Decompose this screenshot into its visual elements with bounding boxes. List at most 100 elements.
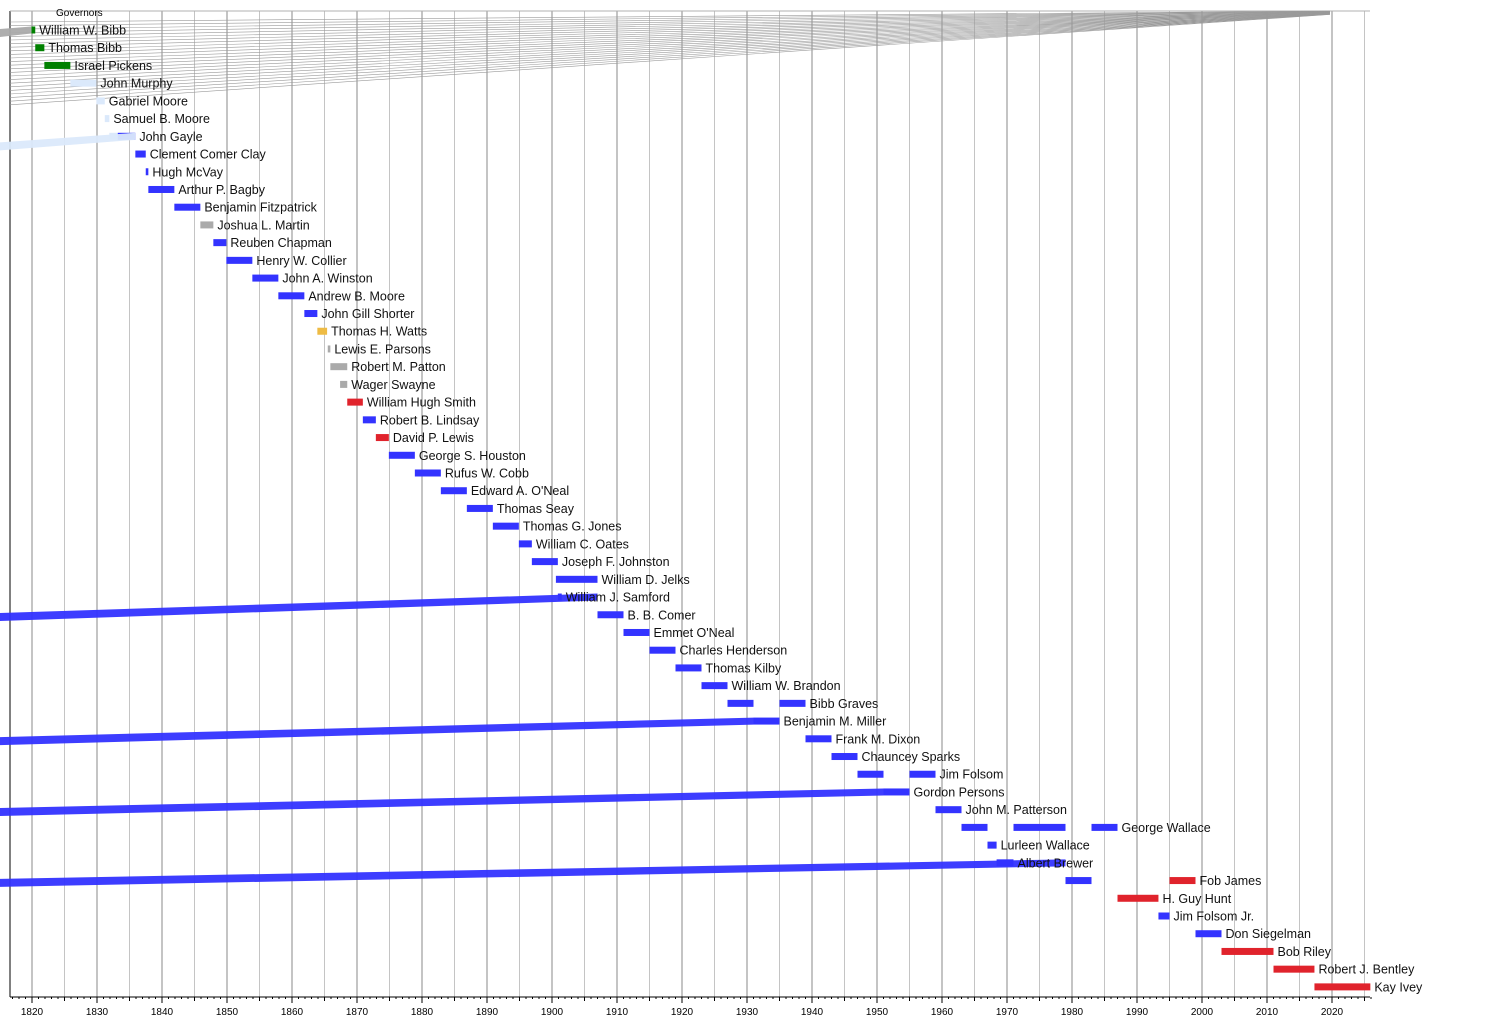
term-bar: [213, 239, 227, 247]
governor-label: Clement Comer Clay: [150, 148, 267, 162]
term-bar: [857, 770, 884, 778]
x-tick-label: 1890: [476, 1007, 499, 1018]
term-bar: [414, 469, 441, 477]
governor-label: Lurleen Wallace: [1001, 839, 1090, 853]
x-tick-label: 1840: [151, 1007, 174, 1018]
skew-line: [9, 11, 1331, 30]
governor-label: Lewis E. Parsons: [334, 342, 431, 356]
governor-label: Thomas H. Watts: [331, 325, 427, 339]
governor-label: Bibb Graves: [810, 697, 879, 711]
governor-label: Robert M. Patton: [351, 360, 446, 374]
term-bar: [317, 327, 328, 335]
term-bar: [1013, 823, 1066, 831]
governor-label: Bob Riley: [1278, 945, 1332, 959]
term-bar-streak: [0, 593, 598, 622]
skew-line: [9, 11, 1331, 44]
term-bar: [675, 664, 702, 672]
governor-label: Benjamin Fitzpatrick: [204, 201, 317, 215]
term-bar: [278, 292, 305, 300]
x-tick-label: 1930: [736, 1007, 759, 1018]
grid-layer: [9, 10, 1370, 997]
term-bar: [252, 274, 279, 282]
governor-label: John Murphy: [100, 77, 173, 91]
governor-label: Samuel B. Moore: [113, 112, 210, 126]
term-bar: [909, 770, 936, 778]
governor-label: Chauncey Sparks: [862, 750, 961, 764]
governor-label: Jim Folsom Jr.: [1174, 910, 1255, 924]
skew-line: [9, 10, 1331, 26]
term-bar: [96, 97, 105, 105]
governor-label: Rufus W. Cobb: [445, 467, 529, 481]
term-bar: [327, 345, 331, 353]
governor-label: John Gill Shorter: [321, 307, 414, 321]
x-tick-label: 1900: [541, 1007, 564, 1018]
governor-label: David P. Lewis: [393, 431, 474, 445]
term-bar: [104, 115, 110, 123]
term-bar: [35, 44, 45, 52]
term-bar: [883, 788, 910, 796]
term-bar: [135, 150, 146, 158]
skew-line: [9, 12, 1331, 62]
term-bar-streak: [0, 132, 136, 151]
term-bar: [200, 221, 214, 229]
term-bar: [304, 310, 318, 318]
governor-label: William Hugh Smith: [367, 396, 476, 410]
skew-line: [9, 13, 1331, 95]
governor-label: Frank M. Dixon: [836, 732, 921, 746]
skew-line: [9, 14, 1331, 106]
governor-label: Thomas G. Jones: [523, 520, 622, 534]
term-bar-streak: [0, 788, 884, 816]
chart-title: Governors: [56, 8, 103, 19]
governor-label: Charles Henderson: [680, 644, 788, 658]
governor-label: John M. Patterson: [966, 803, 1067, 817]
governor-label: Don Siegelman: [1226, 927, 1312, 941]
term-bar: [226, 256, 253, 264]
term-bar: [440, 487, 467, 495]
term-bar: [1117, 894, 1159, 902]
x-tick-label: 1860: [281, 1007, 304, 1018]
x-axis: 1820 1830 1840 1850 1860 1870 1880 1890 1900 1910…: [10, 996, 1372, 1018]
term-bars: [0, 26, 1371, 991]
skew-line: [9, 13, 1331, 84]
term-bar: [70, 79, 97, 87]
governor-label: Fob James: [1200, 874, 1262, 888]
term-bar: [340, 380, 348, 388]
term-bar: [1221, 947, 1274, 955]
term-bar: [531, 558, 558, 566]
skew-line: [9, 12, 1331, 59]
term-bar: [145, 168, 149, 176]
term-bar: [1065, 877, 1092, 885]
term-bar: [555, 575, 598, 583]
governor-label: Joseph F. Johnston: [562, 555, 670, 569]
governor-label: Robert B. Lindsay: [380, 413, 480, 427]
term-bar: [1273, 965, 1315, 973]
governor-label: Albert Brewer: [1018, 856, 1094, 870]
governor-label: Gabriel Moore: [109, 94, 188, 108]
governor-label: Kay Ivey: [1374, 980, 1423, 994]
governor-label: Gordon Persons: [914, 785, 1005, 799]
governor-label: Jim Folsom: [940, 768, 1004, 782]
term-bar: [1314, 983, 1371, 991]
skew-line: [9, 11, 1331, 41]
term-bar: [649, 646, 676, 654]
term-bar: [362, 416, 376, 424]
term-bar: [961, 823, 988, 831]
term-bar: [1158, 912, 1170, 920]
governor-label: William D. Jelks: [602, 573, 690, 587]
term-bar-streak: [0, 26, 32, 37]
x-tick-label: 2020: [1321, 1007, 1344, 1018]
governor-label: Robert J. Bentley: [1318, 963, 1415, 977]
term-bar: [623, 628, 650, 636]
skew-line: [9, 11, 1331, 52]
term-bar: [330, 363, 348, 371]
term-bar: [753, 717, 780, 725]
governor-label: B. B. Comer: [628, 608, 696, 622]
x-tick-label: 1990: [1126, 1007, 1149, 1018]
governor-label: William J. Samford: [566, 591, 670, 605]
governor-labels: William W. Bibb Thomas Bibb Israel Pickens…: [39, 24, 1423, 995]
term-bar: [466, 504, 493, 512]
x-tick-label: 1940: [801, 1007, 824, 1018]
term-bar: [779, 699, 806, 707]
